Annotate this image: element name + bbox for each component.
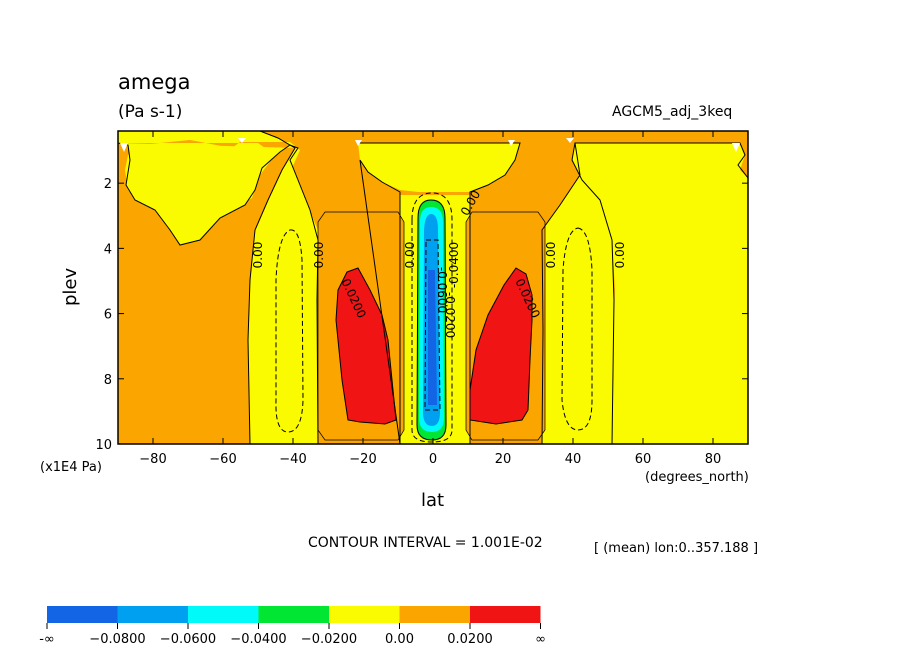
contour-label: 0.00 [251, 242, 265, 269]
colorbar-label: 0.00 [385, 632, 414, 647]
colorbar-label: −0.0200 [301, 632, 357, 647]
colorbar-swatch [117, 606, 188, 623]
region-near-zero-top-center [358, 143, 520, 192]
colorbar-label: −0.0400 [230, 632, 286, 647]
colorbar-swatch [188, 606, 259, 623]
x-tick-label: 40 [565, 452, 582, 467]
colorbar-label: 0.0200 [447, 632, 493, 647]
colorbar-swatch [399, 606, 470, 623]
dataset-name: AGCM5_adj_3keq [612, 104, 733, 120]
contour-field [118, 131, 748, 444]
zero-contour-center [358, 142, 521, 444]
y-tick-label: 8 [104, 373, 112, 388]
x-axis-ticks: −80 −60 −40 −20 0 20 40 60 80 [139, 131, 721, 467]
contour-lines [118, 131, 748, 444]
x-tick-label: −60 [209, 452, 236, 467]
contour-label: -0.0200 [443, 292, 457, 338]
missing-mark [355, 140, 362, 146]
contour-label: 0.00 [403, 242, 417, 269]
chart-title: amega [118, 70, 191, 94]
region-near-zero-left-column [118, 143, 318, 444]
colorbar-swatch [329, 606, 400, 623]
region-near-zero-right-fill [542, 175, 614, 444]
colorbar-label: -∞ [39, 632, 55, 647]
region-positive-strong-north [469, 267, 533, 425]
y-axis-unit: (x1E4 Pa) [40, 460, 102, 475]
region-negative-max [428, 270, 437, 405]
x-tick-label: 20 [495, 452, 512, 467]
x-tick-label: 0 [429, 452, 437, 467]
x-axis-unit: (degrees_north) [645, 470, 749, 485]
y-tick-label: 2 [104, 177, 112, 192]
contour-label: 0.00 [544, 242, 558, 269]
colorbar-label: −0.0800 [89, 632, 145, 647]
x-tick-label: −80 [139, 452, 166, 467]
region-near-zero-right-column [572, 143, 748, 444]
colorbar-label: ∞ [535, 632, 546, 647]
colorbar-swatch [47, 606, 118, 623]
region-positive-strong-south [335, 267, 397, 425]
missing-mark [238, 138, 246, 143]
y-tick-label: 10 [95, 438, 112, 453]
contour-label: 0.00 [312, 242, 326, 269]
x-axis-label: lat [421, 490, 445, 511]
contour-label: 0.00 [613, 242, 627, 269]
zero-contour-left-outer [247, 131, 296, 444]
x-tick-label: −40 [279, 452, 306, 467]
colorbar-label: −0.0600 [160, 632, 216, 647]
positive-contour-box-right [465, 211, 546, 441]
region-text: [ (mean) lon:0..357.188 ] [594, 541, 759, 556]
colorbar-swatch [470, 606, 541, 623]
contour-interval-text: CONTOUR INTERVAL = 1.001E-02 [308, 535, 543, 551]
missing-mark [566, 138, 574, 143]
missing-data-marks [120, 138, 740, 152]
x-tick-label: −20 [349, 452, 376, 467]
contour-label: -0.0600 [435, 267, 449, 313]
missing-mark [732, 143, 740, 152]
y-tick-label: 6 [104, 308, 112, 323]
y-axis-ticks: 2 4 6 8 10 [95, 177, 748, 453]
negative-contour-equator-dashed-1 [411, 192, 453, 443]
zero-contour-right [541, 142, 748, 444]
missing-mark [120, 143, 128, 152]
colorbar-swatch [258, 606, 329, 623]
negative-contour-equator-dashed-2 [424, 239, 441, 411]
negative-contour-right-dashed [561, 227, 593, 431]
positive-contour-box-left [317, 211, 405, 441]
chart-units: (Pa s-1) [118, 102, 183, 122]
x-tick-label: 60 [635, 452, 652, 467]
y-tick-label: 4 [104, 242, 112, 257]
missing-mark [508, 140, 515, 146]
colorbar: -∞ −0.0800 −0.0600 −0.0400 −0.0200 0.00 0.0200… [39, 606, 546, 647]
zero-contour-left [118, 142, 319, 444]
contour-label: -0.0400 [447, 242, 461, 288]
x-tick-label: 80 [705, 452, 722, 467]
